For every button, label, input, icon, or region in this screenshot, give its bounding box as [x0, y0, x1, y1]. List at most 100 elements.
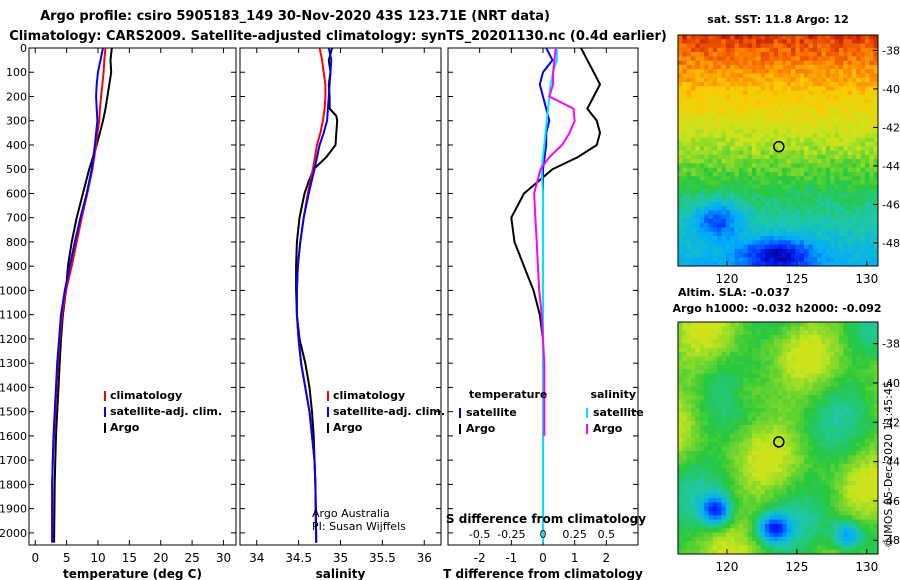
sst-cell — [873, 253, 879, 258]
sla-cell — [730, 463, 735, 469]
sst-cell — [773, 261, 779, 267]
sla-cell — [860, 455, 866, 460]
sla-cell — [686, 511, 692, 516]
sst-cell — [760, 129, 766, 134]
sst-cell — [686, 137, 692, 143]
sst-cell — [804, 197, 809, 203]
sla-cell — [791, 347, 796, 353]
sst-cell — [682, 124, 688, 130]
sla-cell — [691, 480, 696, 486]
sst-cell — [686, 206, 692, 211]
sla-cell — [817, 438, 822, 443]
sla-cell — [756, 339, 762, 344]
sla-cell — [869, 334, 875, 340]
sla-cell — [825, 480, 831, 486]
sla-cell — [804, 489, 809, 495]
sst-cell — [760, 82, 766, 87]
sst-cell — [738, 167, 744, 173]
sla-cell — [808, 498, 814, 503]
sst-cell — [751, 73, 757, 79]
sla-cell — [838, 352, 844, 357]
sst-cell — [864, 244, 870, 250]
sst-cell — [791, 214, 796, 220]
sst-cell — [704, 90, 709, 96]
sla-cell — [704, 523, 709, 529]
sst-cell — [730, 82, 735, 87]
sst-cell — [686, 146, 692, 151]
sst-cell — [843, 180, 848, 186]
sst-cell — [743, 163, 748, 169]
sst-cell — [682, 52, 688, 57]
sla-cell — [843, 468, 848, 473]
sst-cell — [695, 94, 701, 100]
sst-cell — [712, 236, 718, 241]
sst-cell — [778, 163, 783, 169]
sst-cell — [821, 82, 827, 87]
sla-cell — [782, 476, 788, 482]
sst-cell — [843, 60, 848, 66]
sla-cell — [786, 326, 792, 331]
sst-cell — [817, 257, 822, 263]
sst-cell — [808, 236, 814, 241]
sst-cell — [843, 146, 848, 151]
sst-cell — [764, 206, 770, 211]
sla-cell — [795, 339, 801, 344]
sla-cell — [682, 498, 688, 503]
sla-cell — [869, 429, 875, 435]
sst-cell — [804, 223, 809, 228]
sst-cell — [860, 257, 866, 263]
sst-cell — [725, 193, 731, 198]
sla-cell — [691, 364, 696, 370]
sst-cell — [747, 180, 753, 186]
sst-cell — [769, 146, 775, 151]
sla-cell — [856, 502, 862, 508]
sla-cell — [851, 450, 857, 456]
sla-cell — [747, 493, 753, 499]
sst-cell — [686, 39, 692, 44]
sla-cell — [773, 339, 779, 344]
sst-cell — [864, 52, 870, 57]
sla-cell — [825, 438, 831, 443]
sla-cell — [825, 377, 831, 383]
sst-cell — [838, 103, 844, 109]
sst-cell — [817, 146, 822, 151]
series-climatology — [295, 47, 327, 543]
sst-cell — [808, 103, 814, 109]
sla-cell — [843, 343, 848, 349]
sst-cell — [764, 56, 770, 62]
sla-cell — [691, 407, 696, 413]
sla-cell — [847, 498, 853, 503]
sla-cell — [725, 498, 731, 503]
sst-cell — [734, 159, 740, 164]
sla-cell — [795, 493, 801, 499]
sla-cell — [830, 360, 835, 366]
sst-cell — [686, 150, 692, 156]
sla-cell — [760, 395, 766, 400]
sla-cell — [808, 390, 814, 396]
sst-cell — [704, 253, 709, 258]
sst-cell — [686, 56, 692, 62]
sst-cell — [747, 176, 753, 181]
sst-cell — [869, 176, 875, 181]
sst-cell — [717, 107, 722, 113]
sla-cell — [821, 489, 827, 495]
sst-cell — [686, 244, 692, 250]
sla-cell — [799, 511, 805, 516]
sla-cell — [760, 416, 766, 422]
sst-cell — [812, 206, 818, 211]
sla-cell — [686, 334, 692, 340]
sst-cell — [734, 176, 740, 181]
sst-cell — [847, 167, 853, 173]
sst-cell — [782, 218, 788, 224]
sla-cell — [799, 373, 805, 379]
map-x-tick-label: 130 — [855, 272, 878, 286]
sla-cell — [699, 446, 705, 452]
sla-cell — [821, 476, 827, 482]
sst-cell — [708, 214, 714, 220]
sst-cell — [821, 116, 827, 121]
sst-cell — [843, 116, 848, 121]
sla-cell — [838, 399, 844, 405]
sst-cell — [721, 223, 727, 228]
sst-cell — [812, 261, 818, 267]
sst-cell — [691, 64, 696, 70]
